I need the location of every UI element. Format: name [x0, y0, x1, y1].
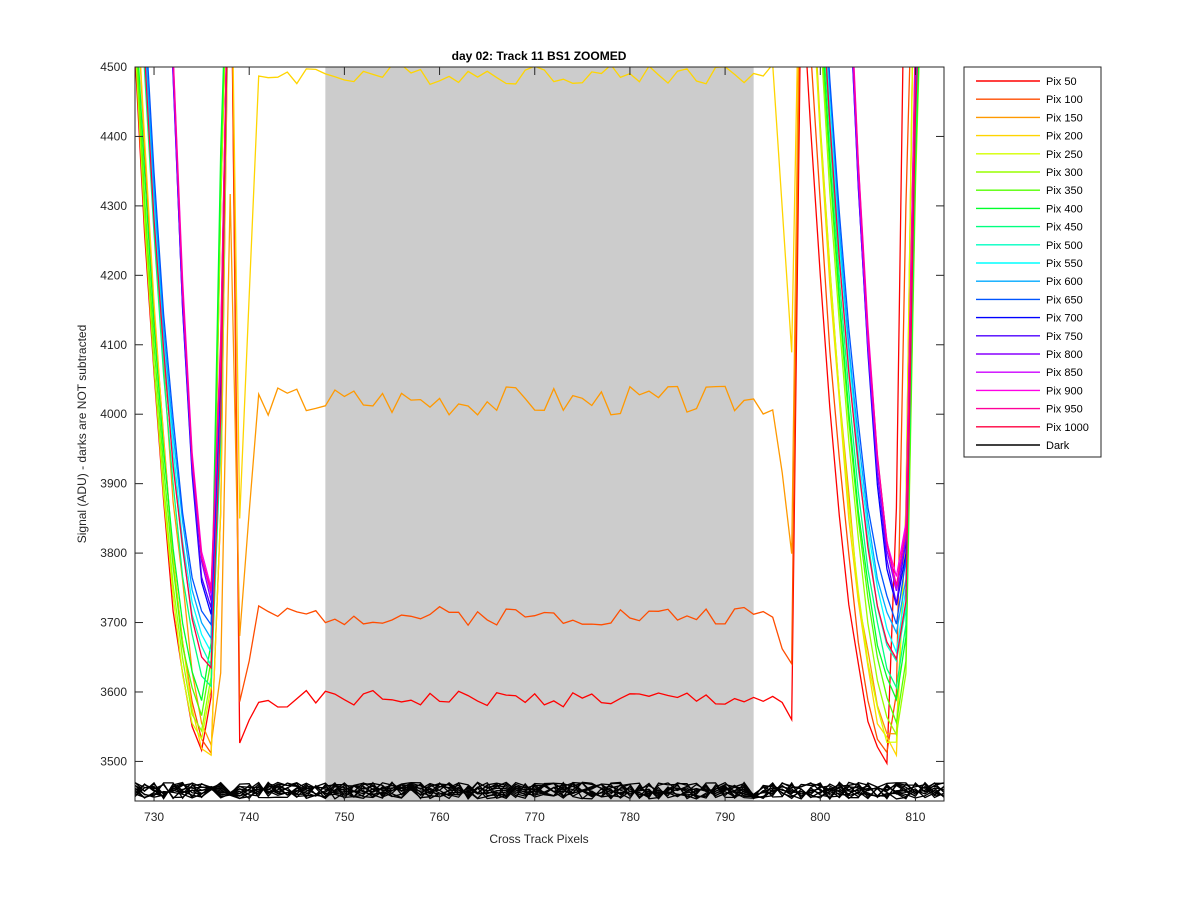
y-tick-label: 3600: [100, 685, 127, 699]
x-tick-label: 740: [239, 810, 259, 824]
y-tick-label: 3800: [100, 546, 127, 560]
series-line-pix-150: [145, 67, 914, 748]
series-line-pix-100: [139, 67, 911, 756]
legend-label: Pix 350: [1046, 185, 1083, 197]
y-tick-label: 4100: [100, 338, 127, 352]
series-line-dark: [135, 781, 944, 800]
x-tick-label: 750: [334, 810, 354, 824]
y-tick-label: 4000: [100, 407, 127, 421]
x-tick-label: 780: [620, 810, 640, 824]
y-axis-label: Signal (ADU) - darks are NOT subtracted: [75, 325, 89, 544]
x-tick-label: 760: [430, 810, 450, 824]
x-axis: 730 740 750 760 770 780 790 800 810: [144, 67, 926, 824]
legend-label: Pix 850: [1046, 367, 1083, 379]
legend-label: Pix 500: [1046, 240, 1083, 252]
y-tick-label: 4400: [100, 129, 127, 143]
x-tick-label: 810: [905, 810, 925, 824]
series-line-pix-200: [140, 67, 914, 758]
shaded-region: [325, 67, 754, 801]
legend-label: Pix 50: [1046, 76, 1077, 88]
legend-label: Pix 450: [1046, 222, 1083, 234]
legend-label: Pix 750: [1046, 331, 1083, 343]
series-line-dark: [135, 781, 944, 800]
y-tick-label: 4300: [100, 199, 127, 213]
legend-label: Pix 950: [1046, 404, 1083, 416]
legend-label: Pix 550: [1046, 258, 1083, 270]
legend-label: Pix 150: [1046, 112, 1083, 124]
legend: Pix 50 Pix 100 Pix 150 Pix 200 Pix 250 Pix 30…: [963, 66, 1102, 458]
legend-label: Pix 300: [1046, 167, 1083, 179]
y-tick-label: 3700: [100, 616, 127, 630]
legend-label: Pix 650: [1046, 294, 1083, 306]
x-axis-label: Cross Track Pixels: [489, 832, 588, 846]
x-tick-label: 730: [144, 810, 164, 824]
series-line-pix-50: [135, 67, 904, 766]
chart-title: day 02: Track 11 BS1 ZOOMED: [452, 49, 627, 63]
legend-label: Pix 400: [1046, 203, 1083, 215]
x-tick-label: 790: [715, 810, 735, 824]
legend-label: Pix 600: [1046, 276, 1083, 288]
legend-label: Pix 1000: [1046, 422, 1089, 434]
legend-label: Pix 250: [1046, 149, 1083, 161]
series-line-dark: [135, 781, 944, 800]
y-axis: 3500 3600 3700 3800 3900 4000 4100 4200 4300 4400…: [100, 60, 944, 768]
legend-label: Pix 900: [1046, 385, 1083, 397]
shaded-region-layer: [325, 67, 754, 801]
legend-label: Pix 200: [1046, 131, 1083, 143]
y-tick-label: 4200: [100, 268, 127, 282]
x-tick-label: 800: [810, 810, 830, 824]
series-line-dark: [135, 781, 944, 801]
legend-label: Pix 700: [1046, 313, 1083, 325]
legend-label: Pix 100: [1046, 94, 1083, 106]
series-layer: [135, 67, 944, 801]
y-tick-label: 3900: [100, 477, 127, 491]
legend-box: [963, 66, 1102, 458]
x-tick-label: 770: [525, 810, 545, 824]
y-tick-label: 4500: [100, 60, 127, 74]
plot-frame: [134, 66, 945, 802]
legend-label: Pix 800: [1046, 349, 1083, 361]
y-tick-label: 3500: [100, 754, 127, 768]
legend-label: Dark: [1046, 440, 1070, 452]
